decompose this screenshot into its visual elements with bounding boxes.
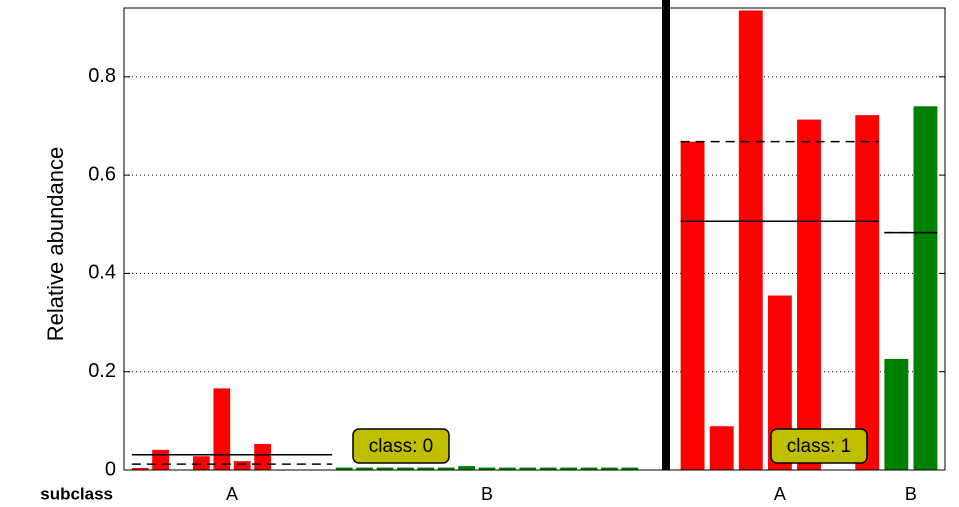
bar-A: [855, 115, 880, 470]
subclass-label-B: B: [905, 484, 917, 504]
bar-B: [580, 467, 598, 470]
plot-frame: [123, 7, 946, 471]
bars: [131, 10, 938, 470]
class-badge-box: [770, 428, 868, 464]
y-tick-label: 0.4: [88, 262, 116, 284]
bar-B: [560, 467, 577, 470]
y-axis-label: Relative abundance: [43, 147, 68, 341]
bar-A: [254, 443, 271, 470]
bar-B: [376, 467, 394, 470]
class-badge-label: class: 0: [369, 436, 433, 457]
bar-A: [738, 10, 763, 470]
y-tick-label: 0.2: [88, 360, 116, 382]
y-tick-label: 0.6: [88, 163, 116, 185]
bar-B: [601, 467, 618, 470]
bar-A: [213, 388, 231, 470]
bar-B: [884, 358, 909, 470]
bar-B: [539, 467, 557, 470]
bar-B: [913, 106, 938, 470]
y-tick-label: 0.8: [88, 65, 116, 87]
bar-B: [356, 467, 373, 470]
y-axis-ticks: 0 0.2 0.4 0.6 0.8: [88, 65, 945, 480]
class-badges: class: 0 class: 1: [352, 428, 868, 464]
bar-B: [478, 467, 496, 470]
subclass-label-B: B: [481, 484, 493, 504]
mean-median-lines: [131, 140, 938, 465]
bar-B: [417, 467, 435, 470]
bar-A: [131, 468, 149, 470]
subclass-label-A: A: [774, 484, 786, 504]
bar-B: [458, 466, 475, 470]
bar-B: [499, 467, 516, 470]
bar-A: [797, 119, 821, 470]
bar-B: [397, 467, 414, 470]
class-badge-box: [352, 428, 450, 464]
bar-B: [437, 467, 455, 470]
bar-A: [680, 141, 705, 470]
bar-A: [193, 456, 210, 470]
class-badge-label: class: 1: [787, 436, 851, 457]
bar-A: [709, 426, 734, 470]
bar-B: [335, 467, 353, 470]
bar-B: [621, 467, 639, 470]
y-tick-label: 0: [105, 458, 116, 480]
class-badge: class: 1: [770, 428, 868, 464]
grid-lines: [124, 76, 945, 373]
bar-A: [767, 295, 792, 470]
bar-A: [152, 449, 169, 470]
bar-A: [233, 461, 251, 470]
bar-B: [519, 467, 537, 470]
class-badge: class: 0: [352, 428, 450, 464]
subclass-axis-label: subclass: [40, 484, 113, 503]
subclass-label-A: A: [226, 484, 238, 504]
